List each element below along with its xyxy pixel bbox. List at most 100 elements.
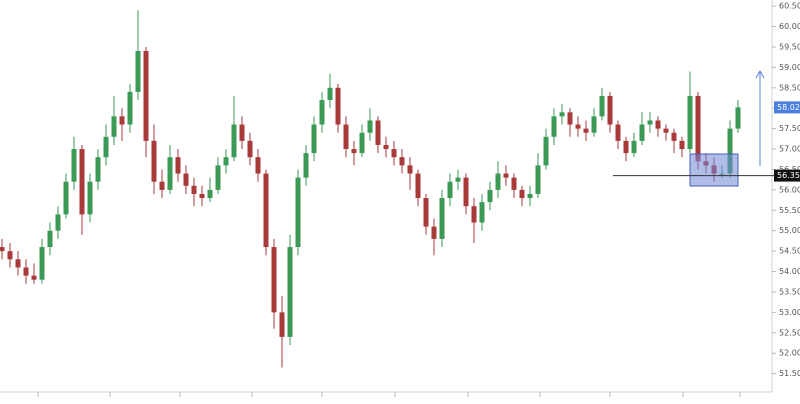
candle-body [199, 193, 205, 199]
arrow-head [755, 69, 765, 79]
candle-body [607, 95, 613, 125]
candle-body [391, 149, 397, 158]
candle-body [103, 136, 109, 158]
candle-body [279, 312, 285, 337]
candle-body [303, 153, 309, 178]
candle-body [143, 51, 149, 141]
candle-body [487, 189, 493, 203]
candle-body [71, 149, 77, 182]
candle-body [183, 173, 189, 186]
candle-body [463, 177, 469, 207]
candle-body [47, 230, 53, 248]
candle-body [663, 128, 669, 133]
plot [0, 10, 741, 368]
candle-body [95, 157, 101, 182]
candle-body [343, 124, 349, 150]
candle-body [263, 173, 269, 248]
candle-body [423, 198, 429, 227]
candle-body [407, 165, 413, 174]
candle-body [319, 100, 325, 125]
candle-body [271, 247, 277, 313]
candle-body [631, 140, 637, 154]
y-tick-label: 51.50 [779, 369, 800, 378]
candle-body [527, 193, 533, 199]
candle-body [567, 112, 573, 125]
candle-body [167, 157, 173, 190]
last-price-label: 58.02 [777, 103, 800, 112]
candle-body [15, 259, 21, 268]
candle-body [471, 206, 477, 223]
y-tick-label: 56.00 [779, 185, 800, 194]
candle-body [591, 116, 597, 133]
candle-body [647, 120, 653, 125]
candle-body [479, 202, 485, 223]
y-tick-label: 52.50 [779, 328, 800, 337]
candle-body [231, 124, 237, 158]
candle-body [543, 136, 549, 166]
y-tick-label: 55.00 [779, 226, 800, 235]
price-label-box [774, 169, 800, 182]
candle-body [39, 247, 45, 280]
candle-body [455, 177, 461, 182]
candle-body [447, 181, 453, 199]
last-price-box [774, 101, 800, 114]
candle-body [727, 128, 733, 174]
candle-body [519, 189, 525, 199]
candle-body [623, 140, 629, 154]
candle-body [247, 140, 253, 158]
y-tick-label: 58.50 [779, 83, 800, 92]
candle-body [583, 128, 589, 133]
candle-body [7, 251, 13, 260]
candle-body [63, 181, 69, 215]
candle-body [575, 124, 581, 129]
y-tick-label: 57.00 [779, 145, 800, 154]
candle-body [431, 226, 437, 239]
candle-body [639, 124, 645, 141]
candle-body [559, 112, 565, 117]
y-tick-label: 56.50 [779, 165, 800, 174]
highlight-box [689, 153, 739, 187]
candle-body [367, 120, 373, 133]
candle-body [655, 120, 661, 129]
candle-body [119, 116, 125, 125]
candle-body [295, 177, 301, 248]
candle-body [511, 177, 517, 190]
candle-body [87, 181, 93, 215]
candle-body [351, 149, 357, 154]
candle-body [191, 185, 197, 194]
candle-body [671, 132, 677, 141]
candle-body [23, 267, 29, 276]
candle-body [151, 140, 157, 182]
candle-body [0, 247, 5, 252]
candle-body [439, 198, 445, 239]
candle-body [735, 107, 741, 129]
y-tick-label: 53.00 [779, 308, 800, 317]
y-tick-label: 54.50 [779, 247, 800, 256]
candle-body [79, 149, 85, 215]
candle-body [159, 181, 165, 190]
candle-body [135, 51, 141, 92]
candle-body [495, 173, 501, 190]
y-tick-label: 60.00 [779, 22, 800, 31]
y-tick-label: 59.50 [779, 42, 800, 51]
candle-body [215, 165, 221, 190]
candle-body [311, 124, 317, 154]
y-tick-label: 52.00 [779, 349, 800, 358]
candle-body [599, 95, 605, 117]
candle-body [335, 87, 341, 125]
candle-body [287, 247, 293, 337]
candle-body [207, 189, 213, 199]
y-tick-label: 59.00 [779, 63, 800, 72]
candle-body [31, 275, 37, 280]
candle-body [127, 91, 133, 125]
candle-body [415, 173, 421, 199]
candle-body [383, 144, 389, 150]
candle-body [679, 140, 685, 150]
y-tick-label: 54.00 [779, 267, 800, 276]
y-tick-label: 55.50 [779, 206, 800, 215]
candle-body [399, 157, 405, 166]
candle-body [239, 124, 245, 141]
candle-body [327, 87, 333, 101]
candle-body [695, 95, 701, 162]
